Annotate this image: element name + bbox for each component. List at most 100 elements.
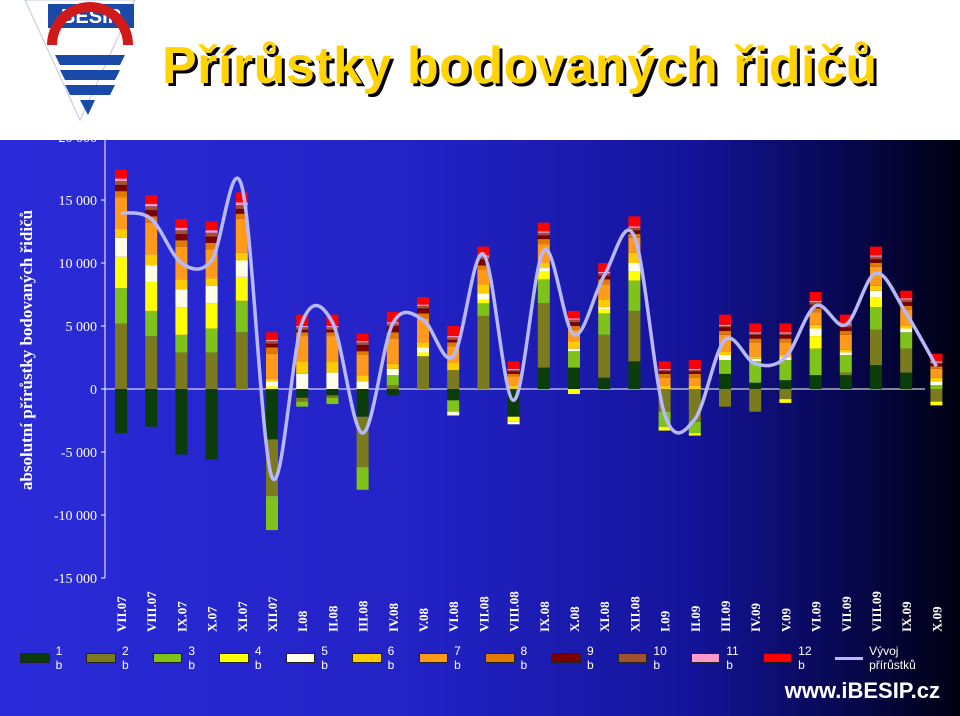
bar-segment bbox=[658, 373, 671, 378]
bar-segment bbox=[839, 354, 852, 373]
x-tick-label: VIII.07 bbox=[144, 591, 159, 632]
legend-swatch bbox=[551, 653, 581, 663]
x-tick-label: V.09 bbox=[778, 608, 793, 632]
bar-segment bbox=[900, 305, 913, 310]
bar-segment bbox=[537, 232, 550, 236]
bar-segment bbox=[477, 265, 490, 270]
bar-segment bbox=[719, 351, 731, 355]
bar-segment bbox=[175, 352, 188, 389]
bar-segment bbox=[266, 389, 278, 440]
bar-segment bbox=[296, 329, 309, 333]
bar-segment bbox=[115, 181, 127, 185]
bar-segment bbox=[175, 279, 188, 290]
bar-segment bbox=[870, 290, 882, 298]
legend-swatch bbox=[152, 653, 183, 663]
footer-url[interactable]: www.iBESIP.cz bbox=[784, 678, 940, 703]
bar-segment bbox=[145, 281, 158, 311]
bar-segment bbox=[386, 368, 399, 376]
bar-segment bbox=[568, 367, 580, 389]
bar-segment bbox=[870, 297, 882, 308]
bar-segment bbox=[266, 339, 278, 342]
bar-segment bbox=[870, 263, 882, 267]
bar-segment bbox=[447, 370, 460, 389]
bar-segment bbox=[175, 389, 188, 455]
legend-swatch bbox=[285, 653, 316, 663]
x-tick-label: II.09 bbox=[688, 605, 703, 632]
bar-segment bbox=[870, 285, 882, 291]
bar-segment bbox=[688, 421, 701, 434]
bar-segment bbox=[417, 313, 429, 319]
legend-item: 10 b bbox=[617, 644, 676, 672]
bar-segment bbox=[719, 326, 731, 328]
x-tick-label: VII.09 bbox=[839, 596, 854, 632]
bar-segment bbox=[930, 366, 943, 369]
bar-segment bbox=[809, 328, 822, 337]
x-tick-label: XII.08 bbox=[627, 596, 642, 632]
legend-swatch bbox=[219, 653, 249, 663]
bar-segment bbox=[839, 334, 852, 350]
bar-segment bbox=[205, 285, 218, 304]
bar-segment bbox=[870, 266, 882, 286]
legend-item: 12 b bbox=[762, 644, 821, 672]
x-tick-label: XI.07 bbox=[235, 601, 250, 632]
bar-segment bbox=[507, 373, 520, 377]
bar-segment bbox=[749, 338, 762, 343]
y-tick-label: -10 000 bbox=[54, 509, 97, 524]
bar-segment bbox=[537, 239, 550, 245]
bar-segment bbox=[477, 315, 490, 389]
legend-label: 2 b bbox=[121, 644, 129, 672]
bar-segment bbox=[266, 343, 278, 348]
bar-segment bbox=[537, 235, 550, 240]
legend-label: 4 b bbox=[254, 644, 262, 672]
y-tick-label: 5 000 bbox=[66, 320, 98, 335]
bar-segment bbox=[568, 310, 580, 319]
bar-segment bbox=[115, 237, 127, 257]
bar-segment bbox=[870, 259, 882, 263]
bar-segment bbox=[870, 255, 882, 257]
bar-segment bbox=[326, 327, 339, 330]
legend-swatch bbox=[617, 653, 648, 663]
bar-segment bbox=[598, 313, 611, 335]
bar-segment bbox=[175, 227, 188, 231]
bar-segment bbox=[779, 323, 792, 333]
bar-segment bbox=[477, 299, 490, 304]
bar-segment bbox=[839, 375, 852, 389]
bar-segment bbox=[296, 332, 309, 337]
bar-segment bbox=[870, 256, 882, 260]
bar-segment bbox=[900, 299, 913, 303]
bar-segment bbox=[779, 389, 792, 400]
y-tick-label: 15 000 bbox=[59, 194, 98, 209]
bar-segment bbox=[417, 347, 429, 353]
bar-segment bbox=[809, 324, 822, 329]
bar-segment bbox=[326, 397, 339, 405]
bar-segment bbox=[235, 192, 248, 203]
legend-label: 9 b bbox=[586, 644, 594, 672]
bar-segment bbox=[719, 360, 731, 374]
x-tick-label: IX.07 bbox=[174, 601, 189, 632]
bar-segment bbox=[749, 334, 762, 339]
legend-label: 5 b bbox=[321, 644, 328, 672]
legend-item: 5 b bbox=[285, 644, 337, 672]
bar-segment bbox=[417, 352, 429, 357]
x-tick-label: VII.08 bbox=[476, 596, 491, 632]
legend-swatch bbox=[86, 653, 116, 663]
bar-segment bbox=[719, 314, 731, 325]
bar-segment bbox=[386, 385, 399, 389]
bar-segment bbox=[507, 389, 520, 417]
bar-segment bbox=[870, 365, 882, 389]
x-tick-label: X.07 bbox=[205, 606, 220, 632]
bar-segment bbox=[235, 202, 248, 206]
besip-logo: BESIP bbox=[0, 0, 160, 140]
bar-segment bbox=[900, 326, 913, 329]
legend-swatch bbox=[690, 653, 721, 663]
legend-item: 7 b bbox=[418, 644, 470, 672]
bar-segment bbox=[537, 367, 550, 389]
bar-segment bbox=[628, 263, 641, 272]
bar-segment bbox=[809, 302, 822, 305]
legend-swatch bbox=[418, 653, 449, 663]
bar-segment bbox=[356, 354, 369, 376]
bar-segment bbox=[749, 342, 762, 357]
bar-segment bbox=[900, 348, 913, 373]
bar-segment bbox=[930, 381, 943, 386]
legend-item: 2 b bbox=[86, 644, 137, 672]
